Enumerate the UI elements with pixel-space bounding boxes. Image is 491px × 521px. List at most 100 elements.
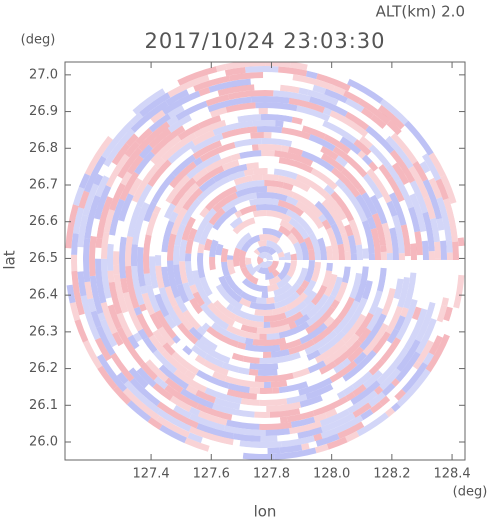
echo-cell bbox=[317, 237, 328, 260]
echo-cell bbox=[331, 167, 361, 198]
echo-cell bbox=[234, 200, 251, 212]
echo-cell bbox=[269, 311, 304, 328]
echo-cell bbox=[240, 398, 260, 406]
echo-cell bbox=[95, 247, 102, 259]
echo-cell bbox=[267, 290, 275, 298]
echo-cell bbox=[319, 408, 350, 427]
echo-cell bbox=[337, 296, 355, 321]
echo-cell bbox=[412, 160, 428, 182]
echo-cell bbox=[347, 346, 364, 363]
echo-cell bbox=[345, 111, 370, 131]
echo-cell bbox=[342, 384, 356, 396]
echo-cell bbox=[105, 153, 130, 188]
echo-cell bbox=[212, 403, 255, 418]
echo-cell bbox=[428, 320, 443, 343]
echo-cell bbox=[305, 305, 336, 335]
echo-cell bbox=[370, 271, 381, 294]
echo-cell bbox=[298, 87, 309, 96]
echo-cell bbox=[214, 345, 234, 359]
echo-cell bbox=[196, 369, 230, 389]
echo-cell bbox=[116, 372, 129, 385]
echo-cell bbox=[234, 138, 262, 148]
echo-cell bbox=[199, 106, 210, 115]
echo-cell bbox=[184, 253, 192, 262]
echo-cell bbox=[344, 162, 376, 198]
echo-cell bbox=[291, 185, 319, 206]
echo-cell bbox=[218, 144, 253, 160]
echo-cell bbox=[341, 217, 350, 227]
echo-cell bbox=[90, 218, 100, 237]
echo-cell bbox=[252, 167, 268, 175]
echo-cell bbox=[198, 177, 216, 193]
echo-cell bbox=[173, 369, 207, 393]
echo-cell bbox=[242, 452, 275, 460]
echo-cell bbox=[239, 403, 267, 413]
echo-cell bbox=[425, 333, 450, 373]
echo-cell bbox=[256, 192, 288, 202]
echo-cell bbox=[348, 86, 372, 104]
echo-cell bbox=[124, 236, 133, 267]
echo-cell bbox=[361, 107, 374, 119]
echo-cell bbox=[368, 144, 391, 168]
echo-cell bbox=[226, 324, 260, 340]
echo-cell bbox=[152, 329, 167, 347]
echo-cell bbox=[256, 389, 300, 400]
echo-cell bbox=[232, 445, 268, 455]
echo-cell bbox=[272, 305, 289, 316]
echo-cell bbox=[204, 353, 224, 368]
echo-cell bbox=[189, 284, 198, 294]
echo-cell bbox=[332, 146, 368, 178]
echo-cell bbox=[265, 272, 275, 280]
echo-cell bbox=[335, 155, 348, 168]
echo-cell bbox=[111, 142, 131, 166]
echo-cell bbox=[175, 100, 208, 121]
echo-cell bbox=[185, 238, 194, 254]
echo-cell bbox=[368, 340, 392, 368]
echo-cell bbox=[307, 248, 316, 260]
echo-cell bbox=[107, 304, 122, 330]
echo-cell bbox=[229, 72, 264, 82]
echo-cell bbox=[329, 360, 358, 383]
echo-cell bbox=[249, 362, 279, 371]
echo-cell bbox=[278, 321, 310, 339]
echo-cell bbox=[143, 273, 152, 287]
echo-cell bbox=[390, 132, 418, 165]
echo-cell bbox=[205, 185, 238, 212]
echo-cell bbox=[192, 140, 222, 160]
echo-cell bbox=[385, 407, 395, 418]
echo-cell bbox=[273, 168, 298, 180]
echo-cell bbox=[184, 437, 210, 452]
echo-cell bbox=[190, 241, 200, 271]
echo-cell bbox=[158, 380, 168, 390]
echo-cell bbox=[103, 128, 135, 167]
echo-cell bbox=[362, 280, 373, 300]
echo-cell bbox=[333, 339, 362, 366]
echo-cell bbox=[385, 306, 403, 335]
echo-cell bbox=[325, 408, 338, 419]
echo-cell bbox=[167, 74, 210, 98]
echo-cell bbox=[131, 266, 145, 306]
echo-cell bbox=[137, 121, 171, 152]
echo-cell bbox=[152, 205, 162, 215]
echo-cell bbox=[100, 258, 112, 299]
echo-cell bbox=[232, 433, 261, 442]
echo-cell bbox=[436, 281, 446, 300]
echo-cell bbox=[314, 200, 336, 226]
echo-cell bbox=[391, 215, 405, 254]
echo-cell bbox=[323, 192, 347, 221]
echo-cell bbox=[376, 347, 409, 385]
echo-cell bbox=[362, 173, 383, 200]
echo-cell bbox=[264, 179, 284, 189]
echo-cell bbox=[239, 204, 257, 216]
echo-cell bbox=[254, 372, 294, 383]
echo-cell bbox=[193, 208, 217, 243]
echo-cell bbox=[153, 376, 163, 386]
x-tick-label: 127.4 bbox=[132, 467, 169, 482]
echo-cell bbox=[188, 406, 201, 417]
echo-cell bbox=[233, 247, 242, 267]
echo-cell bbox=[301, 150, 335, 172]
echo-cell bbox=[299, 395, 323, 408]
echo-cell bbox=[195, 165, 225, 188]
echo-cell bbox=[345, 391, 356, 402]
echo-cell bbox=[171, 154, 196, 177]
